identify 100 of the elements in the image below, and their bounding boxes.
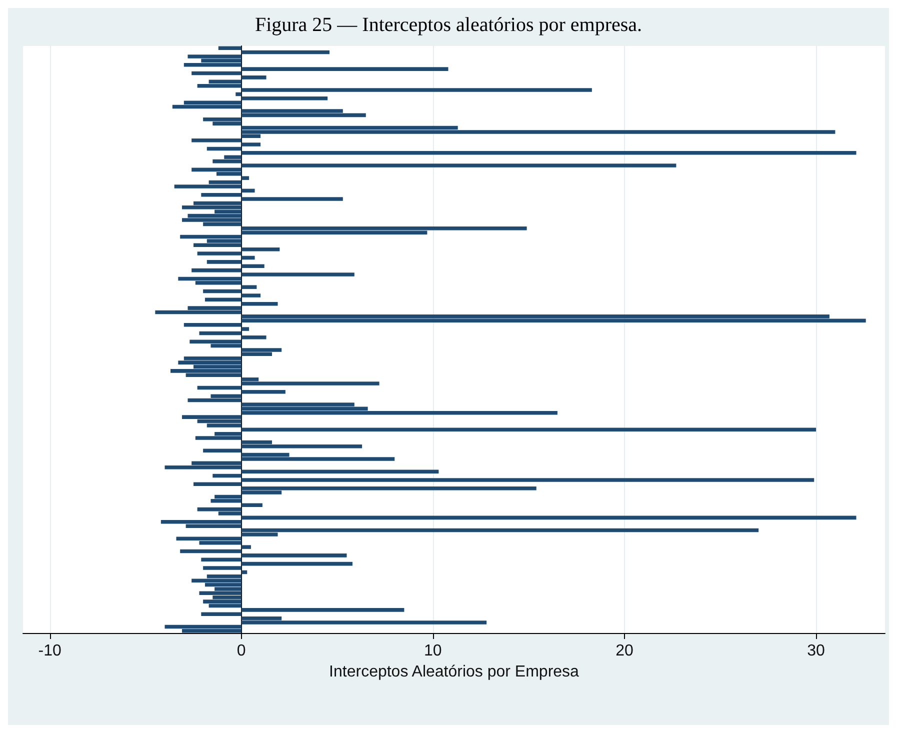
bar xyxy=(180,549,242,554)
bar xyxy=(192,71,242,76)
x-tick-label: 30 xyxy=(807,642,826,660)
bar xyxy=(164,624,242,629)
bar xyxy=(206,260,242,264)
bar xyxy=(241,608,404,612)
bar xyxy=(241,164,676,168)
bar xyxy=(241,256,255,260)
bar xyxy=(203,600,242,604)
bar xyxy=(241,247,280,252)
bar xyxy=(197,386,242,390)
bar xyxy=(241,428,816,432)
bar xyxy=(241,327,250,331)
bar xyxy=(241,318,866,323)
bar xyxy=(192,268,242,272)
bar xyxy=(241,285,257,289)
bar xyxy=(193,243,242,248)
bar xyxy=(241,188,255,193)
bar xyxy=(192,168,242,172)
bar xyxy=(241,176,250,180)
bar xyxy=(241,226,527,230)
bar xyxy=(184,322,242,327)
bar xyxy=(197,507,242,512)
bar xyxy=(241,151,856,155)
x-tick-label: 20 xyxy=(616,642,634,660)
bar xyxy=(241,382,380,386)
bar xyxy=(201,612,242,616)
bar xyxy=(241,503,262,508)
bar xyxy=(188,398,242,402)
bar xyxy=(241,294,261,298)
bar xyxy=(241,444,362,448)
bar xyxy=(199,331,242,336)
bar xyxy=(241,478,814,482)
bar xyxy=(212,159,242,164)
bar xyxy=(204,298,242,302)
bar xyxy=(241,142,261,146)
bar xyxy=(241,410,558,415)
bar xyxy=(164,465,242,470)
bar xyxy=(193,482,242,486)
bar xyxy=(241,516,856,520)
bar xyxy=(241,545,251,549)
bar xyxy=(241,67,448,71)
bar xyxy=(241,470,439,474)
bar xyxy=(197,252,242,256)
bar xyxy=(182,206,242,210)
x-tick-label: -10 xyxy=(38,642,62,660)
bar xyxy=(241,486,536,490)
bar xyxy=(174,184,242,188)
bar xyxy=(195,436,242,440)
x-tick-label: 10 xyxy=(424,642,442,660)
bar xyxy=(241,272,354,276)
bar xyxy=(197,84,242,88)
bar xyxy=(192,138,242,142)
bar xyxy=(241,554,347,558)
bar xyxy=(203,448,242,452)
bar xyxy=(203,566,242,570)
bar xyxy=(241,528,759,532)
x-axis-title: Interceptos Aleatórios por Empresa xyxy=(329,663,580,680)
bar xyxy=(172,104,242,109)
bar xyxy=(241,197,343,201)
bar xyxy=(241,88,592,92)
bar xyxy=(241,96,328,100)
bar xyxy=(241,264,264,268)
bar xyxy=(214,494,242,499)
bar xyxy=(199,591,242,596)
chart-title: Figura 25 — Interceptos aleatórios por empresa. xyxy=(254,14,642,36)
bar xyxy=(184,62,242,67)
bar xyxy=(203,289,242,294)
bar xyxy=(241,336,266,340)
bar xyxy=(241,390,286,394)
bar xyxy=(210,499,242,503)
bar xyxy=(188,54,242,58)
bar xyxy=(241,76,266,80)
bar xyxy=(241,348,282,352)
bar xyxy=(241,562,352,566)
bar xyxy=(176,536,242,541)
x-tick-label: 0 xyxy=(236,642,246,660)
bar xyxy=(241,620,487,624)
bar xyxy=(190,340,242,344)
bar xyxy=(182,218,242,222)
bar xyxy=(241,302,278,306)
bar xyxy=(201,192,242,197)
bar xyxy=(192,578,242,582)
bar xyxy=(241,457,395,461)
bar xyxy=(201,558,242,562)
bar xyxy=(241,50,330,54)
bar xyxy=(178,360,242,364)
bar xyxy=(241,113,366,118)
bar xyxy=(206,146,242,151)
bar xyxy=(155,310,242,314)
bar xyxy=(236,92,242,96)
bar xyxy=(212,474,242,478)
bar xyxy=(203,117,242,122)
bar xyxy=(160,520,242,524)
bar xyxy=(170,369,242,373)
bar xyxy=(241,130,836,134)
bar xyxy=(182,415,242,419)
bar xyxy=(218,46,242,50)
bar xyxy=(178,276,242,281)
bar xyxy=(180,234,242,239)
